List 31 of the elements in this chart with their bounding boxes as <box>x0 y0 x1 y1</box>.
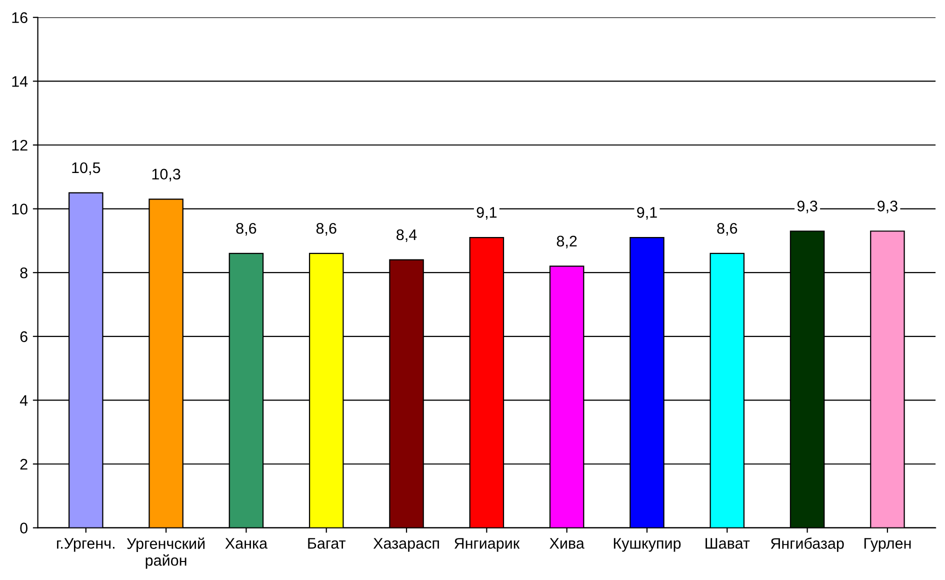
data-label: 8,4 <box>396 229 417 242</box>
y-tick-label: 8 <box>20 267 28 278</box>
x-tick-label: Гурлен <box>864 538 911 552</box>
x-tick-label: Ургенчский район <box>126 538 205 569</box>
data-label: 9,3 <box>878 200 898 214</box>
data-label: 9,3 <box>797 200 818 214</box>
y-tick-label: 12 <box>12 140 28 151</box>
y-tick-label: 4 <box>20 395 28 406</box>
x-tick-label: Кушкупир <box>614 538 681 552</box>
x-tick-label: Янгиарик <box>454 538 520 552</box>
x-tick-label: Шават <box>706 538 750 549</box>
data-label: 8,6 <box>717 222 738 236</box>
y-tick-label: 10 <box>12 204 28 214</box>
data-label: 8,2 <box>556 236 577 248</box>
x-tick-label: Хазарасп <box>373 538 439 552</box>
data-label: 9,1 <box>476 207 497 220</box>
data-label: 10,3 <box>152 168 180 182</box>
y-tick-label: 6 <box>20 331 28 342</box>
data-label: 8,6 <box>316 222 336 236</box>
y-tick-label: 14 <box>12 76 28 87</box>
x-tick-label: Ханка <box>225 538 268 549</box>
data-label: 8,6 <box>236 222 256 236</box>
x-tick-label: г.Ургенч. <box>57 538 114 552</box>
data-label: 10,5 <box>72 162 100 175</box>
x-tick-label: Хива <box>550 538 584 549</box>
x-tick-label: Багат <box>308 538 346 549</box>
y-tick-label: 2 <box>20 458 28 470</box>
y-tick-label: 16 <box>12 12 28 24</box>
data-label: 9,1 <box>637 207 657 220</box>
x-tick-label: Янгибазар <box>770 538 844 552</box>
y-tick-label: 0 <box>20 522 28 534</box>
